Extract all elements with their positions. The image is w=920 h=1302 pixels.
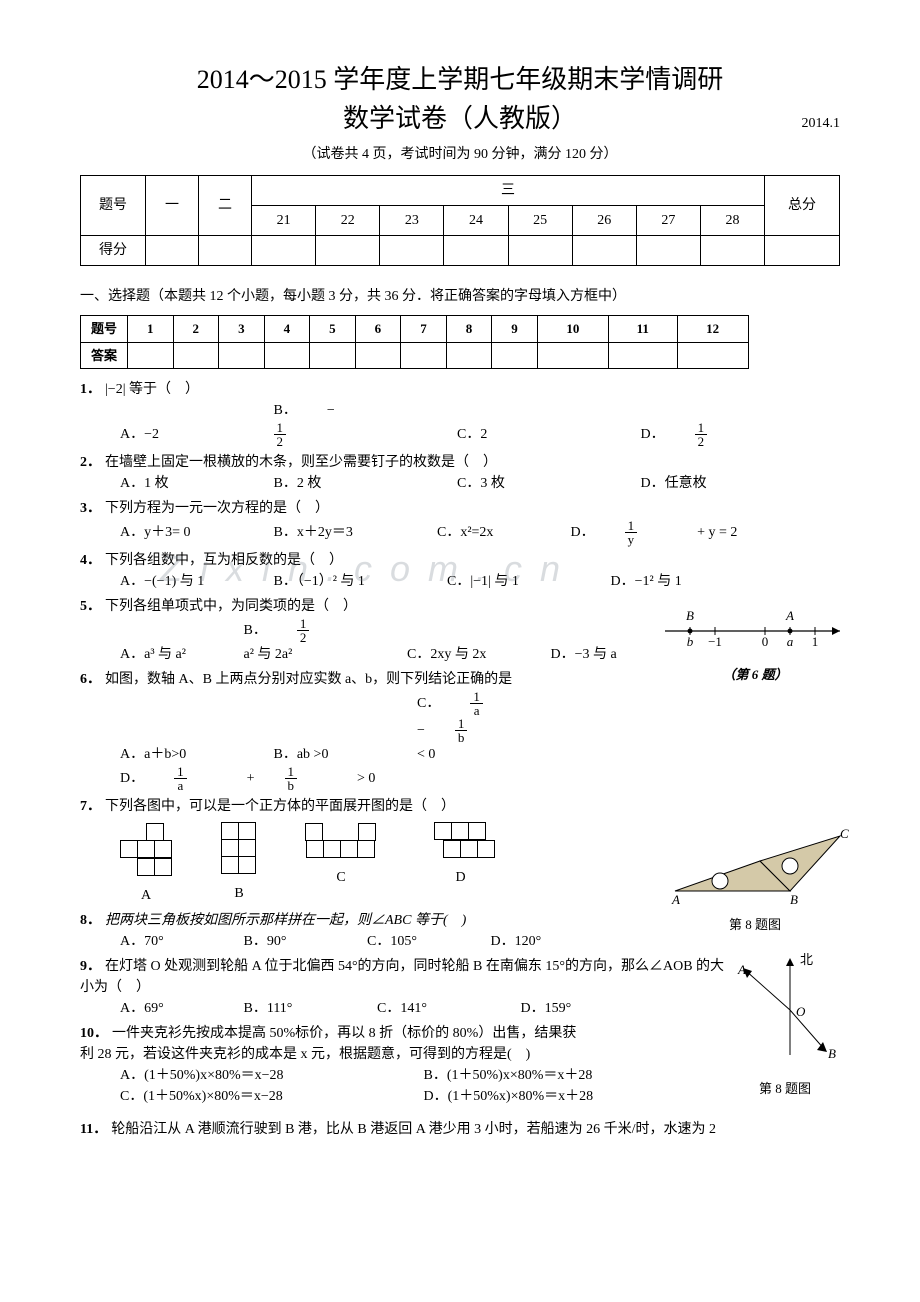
svg-text:A: A [785,608,794,623]
main-title-line1: 2014～2015 学年度上学期七年级期末学情调研 [80,60,840,99]
score-th: 题号 [81,176,146,236]
net-b-icon [222,823,256,874]
main-title-line2: 数学试卷（人教版） 2014.1 [80,99,840,138]
svg-text:O: O [796,1004,806,1019]
q1-num: 1． [80,382,101,397]
score-row2: 得分 [81,236,146,266]
question-2: 2．在墙壁上固定一根横放的木条，则至少需要钉子的枚数是（ ） A．1 枚 B．2… [80,452,840,494]
score-table: 题号 一 二 三 总分 21 22 23 24 25 26 27 28 得分 [80,175,840,266]
svg-text:C: C [840,826,849,841]
score-sub: 26 [572,206,636,236]
question-9: 北 A O B 第 8 题图 9．在灯塔 O 处观测到轮船 A 位于北偏西 54… [80,956,840,1019]
svg-text:A: A [671,892,680,906]
question-1: 1． |−2| 等于（ ） A．−2 B．−12 C．2 D．12 [80,379,840,448]
exam-page: 2014～2015 学年度上学期七年级期末学情调研 数学试卷（人教版） 2014… [80,60,840,1140]
svg-text:0: 0 [762,634,769,649]
score-sub: 28 [700,206,764,236]
q1-optD: D．12 [641,421,768,448]
score-sub: 23 [380,206,444,236]
score-sub: 24 [444,206,508,236]
svg-text:B: B [790,892,798,906]
main-title-line2-text: 数学试卷（人教版） [343,104,577,133]
net-d-icon [426,823,495,858]
net-a-icon [120,823,172,876]
section1-title: 一、选择题（本题共 12 个小题，每小题 3 分，共 36 分．将正确答案的字母… [80,286,840,307]
q1-optB: B．−12 [274,400,424,448]
question-10: 10．一件夹克衫先按成本提高 50%标价，再以 8 折（标价的 80%）出售，结… [80,1023,840,1107]
score-col: 三 [252,176,765,206]
net-c-icon [306,823,376,858]
score-sub: 21 [252,206,316,236]
subtitle: （试卷共 4 页，考试时间为 90 分钟，满分 120 分） [80,144,840,165]
question-11: 11．轮船沿江从 A 港顺流行驶到 B 港，比从 B 港返回 A 港少用 3 小… [80,1119,840,1140]
svg-text:1: 1 [812,634,819,649]
question-3: 3．下列方程为一元一次方程的是（ ） A．y＋3= 0 B．x＋2y＝3 C．x… [80,498,840,546]
q1-optC: C．2 [457,424,607,445]
score-col: 二 [199,176,252,236]
q1-optA: A．−2 [120,424,240,445]
triangle-boards-icon: A B C [660,826,850,906]
question-8: 8．把两块三角板按如图所示那样拼在一起，则∠ABC 等于( ) A．70° B．… [80,910,840,952]
svg-text:−1: −1 [708,634,722,649]
score-sub: 27 [636,206,700,236]
question-4: Z i x i n . c o m . c n 4．下列各组数中，互为相反数的是… [80,550,840,592]
question-5: B A b −1 0 a 1 （第 6 题） 5．下列各组单项式中，为同类项的是… [80,596,840,665]
question-6: 6．如图，数轴 A、B 上两点分别对应实数 a、b，则下列结论正确的是 A．a＋… [80,669,840,792]
score-sub: 22 [316,206,380,236]
svg-text:北: 北 [800,952,813,967]
svg-text:B: B [686,608,694,623]
q1-options: A．−2 B．−12 C．2 D．12 [120,400,840,448]
svg-text:a: a [787,634,794,649]
svg-text:A: A [737,962,746,977]
question-7: A B C 第 8 题图 7．下列各图中，可以是一个正方体的平面展开图的是（ ）… [80,796,840,906]
answer-table: 题号 12 34 56 78 910 1112 答案 [80,315,749,369]
exam-date: 2014.1 [802,113,841,134]
score-col: 总分 [765,176,840,236]
q1-stem: |−2| 等于（ ） [105,382,199,397]
number-line-icon: B A b −1 0 a 1 [660,606,850,656]
svg-text:b: b [687,634,694,649]
score-sub: 25 [508,206,572,236]
score-col: 一 [146,176,199,236]
